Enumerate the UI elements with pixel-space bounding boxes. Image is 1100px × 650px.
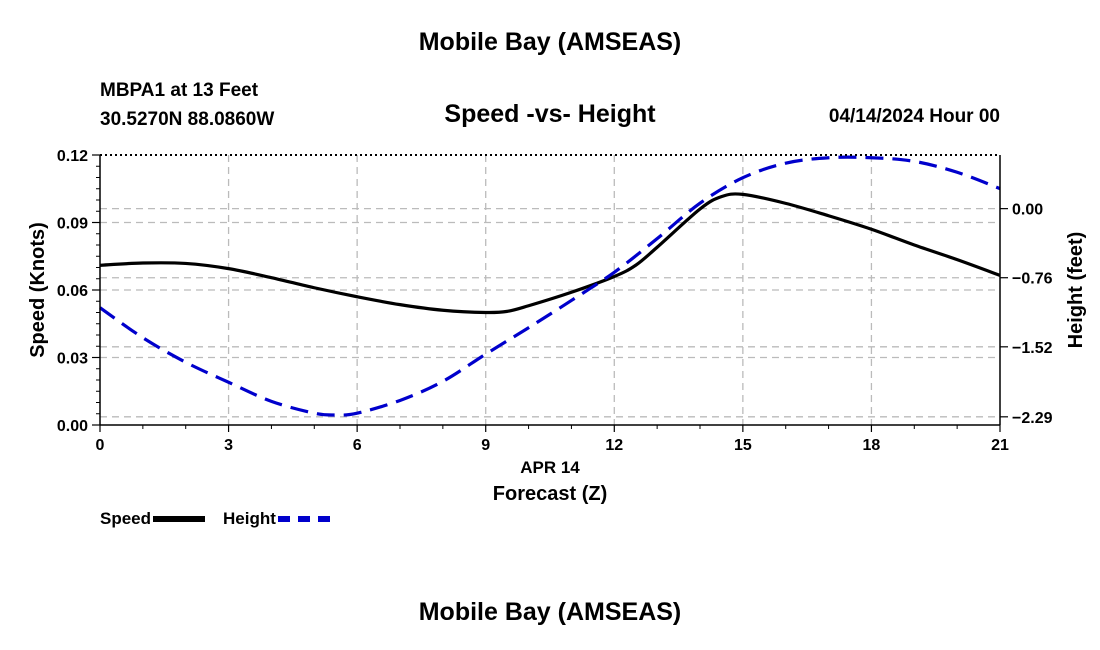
x-tick-label: 3	[224, 437, 233, 454]
x-axis-date-label: APR 14	[520, 458, 580, 477]
y-tick-label: 0.06	[57, 283, 88, 300]
speed-series-line	[99, 192, 1001, 315]
y2-axis-title: Height (feet)	[1065, 232, 1087, 349]
station-name: MBPA1 at 13 Feet	[100, 80, 259, 101]
x-tick-label: 9	[481, 437, 490, 454]
legend: Speed Height	[100, 508, 348, 530]
x-tick-label: 15	[734, 437, 752, 454]
forecast-datetime: 04/14/2024 Hour 00	[828, 106, 1000, 127]
chart-subtitle: Speed -vs- Height	[444, 100, 656, 128]
chart-main-title: Mobile Bay (AMSEAS)	[418, 28, 682, 56]
y-axis-title: Speed (Knots)	[27, 222, 49, 358]
legend-speed-label: Speed	[100, 509, 152, 528]
x-tick-label: 12	[605, 437, 623, 454]
x-tick-label: 18	[863, 437, 881, 454]
y-tick-label: 0.03	[57, 351, 88, 368]
legend-height-swatch	[277, 516, 330, 522]
y2-tick-label: 0.00	[1012, 202, 1043, 219]
legend-height-label: Height	[223, 509, 276, 528]
legend-speed-swatch	[153, 516, 206, 522]
y-tick-label: 0.00	[57, 418, 88, 435]
y-tick-label: 0.09	[57, 216, 88, 233]
y-tick-label: 0.12	[57, 148, 88, 165]
station-info: MBPA1 at 13 Feet 30.5270N 88.0860W	[100, 76, 274, 134]
y2-tick-label: −1.52	[1012, 340, 1053, 357]
footer-title: Mobile Bay (AMSEAS)	[418, 598, 682, 626]
station-coordinates: 30.5270N 88.0860W	[100, 109, 275, 130]
height-series-line	[99, 155, 1001, 417]
x-tick-label: 6	[353, 437, 362, 454]
x-tick-label: 0	[96, 437, 105, 454]
x-tick-label: 21	[991, 437, 1009, 454]
y2-tick-label: −0.76	[1012, 271, 1053, 288]
y2-tick-label: −2.29	[1012, 410, 1053, 427]
x-axis-title: Forecast (Z)	[493, 483, 607, 505]
